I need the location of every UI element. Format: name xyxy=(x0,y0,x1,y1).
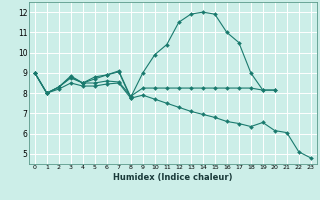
X-axis label: Humidex (Indice chaleur): Humidex (Indice chaleur) xyxy=(113,173,233,182)
